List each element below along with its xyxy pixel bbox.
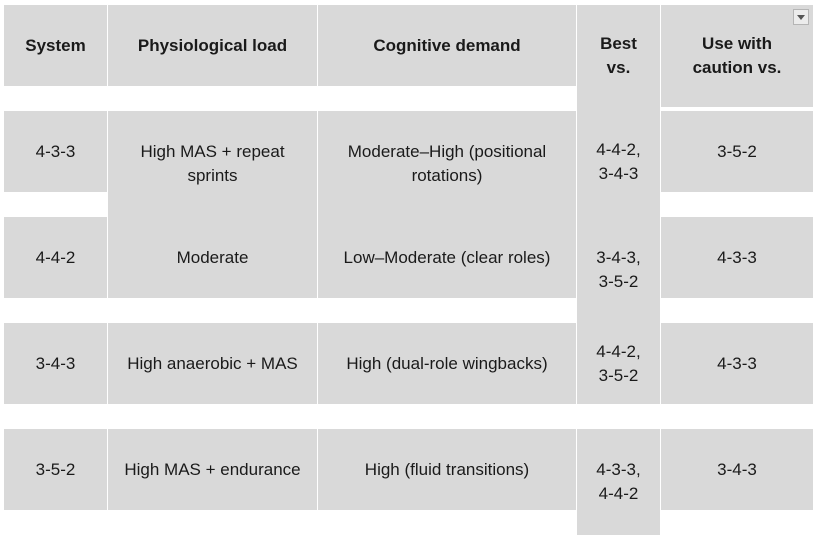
table-cell-caution: 3-5-2 (661, 111, 813, 192)
table-cell-cognitive: High (dual-role wingbacks) (318, 323, 576, 404)
header-cognitive-demand: Cognitive demand (318, 5, 576, 86)
header-best-vs: Best vs. (577, 5, 660, 107)
table-cell-best: 4-4-2, 3-5-2 (577, 323, 660, 404)
dropdown-filter-icon[interactable] (793, 9, 809, 25)
table-cell-best: 4-4-2, 3-4-3 (577, 107, 660, 217)
table-cell-load: High MAS + endurance (108, 429, 317, 510)
table-cell-cognitive: High (fluid transitions) (318, 429, 576, 510)
table-cell-system: 3-4-3 (4, 323, 107, 404)
header-system: System (4, 5, 107, 86)
table-cell-best: 3-4-3, 3-5-2 (577, 217, 660, 323)
header-physiological-load: Physiological load (108, 5, 317, 86)
table-cell-system: 3-5-2 (4, 429, 107, 510)
table-cell-load: High anaerobic + MAS (108, 323, 317, 404)
table-cell-caution: 3-4-3 (661, 429, 813, 510)
table-cell-caution: 4-3-3 (661, 323, 813, 404)
table-cell-load: High MAS + repeat sprints (108, 111, 317, 217)
table-cell-system: 4-4-2 (4, 217, 107, 298)
header-use-with-caution-vs: Use with caution vs. (661, 5, 813, 107)
table-cell-cognitive: Low–Moderate (clear roles) (318, 217, 576, 298)
table-cell-cognitive: Moderate–High (positional rotations) (318, 111, 576, 217)
table-cell-load: Moderate (108, 217, 317, 298)
table-cell-caution: 4-3-3 (661, 217, 813, 298)
table-cell-system: 4-3-3 (4, 111, 107, 192)
table-cell-best: 4-3-3, 4-4-2 (577, 429, 660, 535)
